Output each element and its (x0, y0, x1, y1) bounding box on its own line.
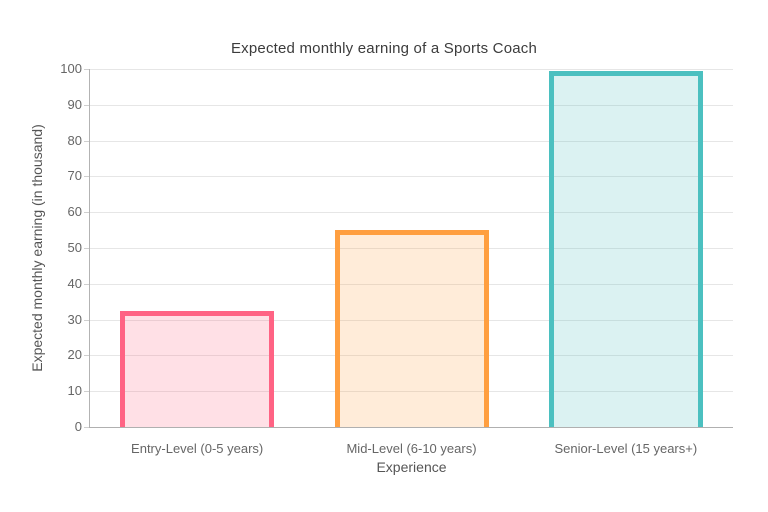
x-axis-line (89, 427, 733, 428)
bar[interactable] (548, 70, 703, 427)
y-tick-mark (84, 212, 90, 214)
y-tick-label: 80 (67, 132, 82, 148)
y-tick-label: 40 (67, 275, 82, 291)
gridline (90, 176, 733, 178)
gridline (90, 319, 733, 321)
y-tick-label: 100 (60, 61, 82, 76)
y-tick-mark (84, 283, 90, 285)
bar[interactable] (120, 310, 275, 427)
x-category-label: Senior-Level (15 years+) (554, 441, 698, 456)
y-tick-label: 0 (74, 419, 82, 434)
chart-title: Expected monthly earning of a Sports Coa… (230, 40, 538, 57)
gridline (90, 212, 733, 214)
y-tick-mark (84, 248, 90, 249)
gridline (90, 69, 733, 70)
gridline (90, 140, 733, 142)
bar[interactable] (334, 230, 489, 427)
y-tick-label: 70 (67, 168, 82, 184)
y-tick-label: 30 (67, 311, 82, 327)
y-tick-mark (84, 176, 90, 178)
y-tick-label: 10 (67, 383, 82, 399)
y-tick-mark (84, 69, 90, 70)
x-category-label: Mid-Level (6-10 years) (346, 441, 477, 456)
x-axis-title: Experience (376, 459, 447, 475)
x-category-label: Entry-Level (0-5 years) (131, 441, 264, 456)
y-tick-label: 90 (67, 96, 82, 112)
y-tick-mark (84, 104, 90, 106)
y-tick-mark (84, 355, 90, 357)
y-axis-line (89, 69, 90, 427)
gridline (90, 104, 733, 106)
y-tick-mark (84, 140, 90, 142)
y-tick-mark (84, 427, 90, 428)
y-tick-mark (84, 319, 90, 321)
y-tick-label: 50 (67, 240, 82, 255)
gridline (90, 391, 733, 393)
gridline (90, 248, 733, 249)
gridline (90, 283, 733, 285)
y-tick-label: 20 (67, 347, 82, 363)
gridline (90, 355, 733, 357)
y-tick-mark (84, 391, 90, 393)
y-tick-label: 60 (67, 204, 82, 220)
